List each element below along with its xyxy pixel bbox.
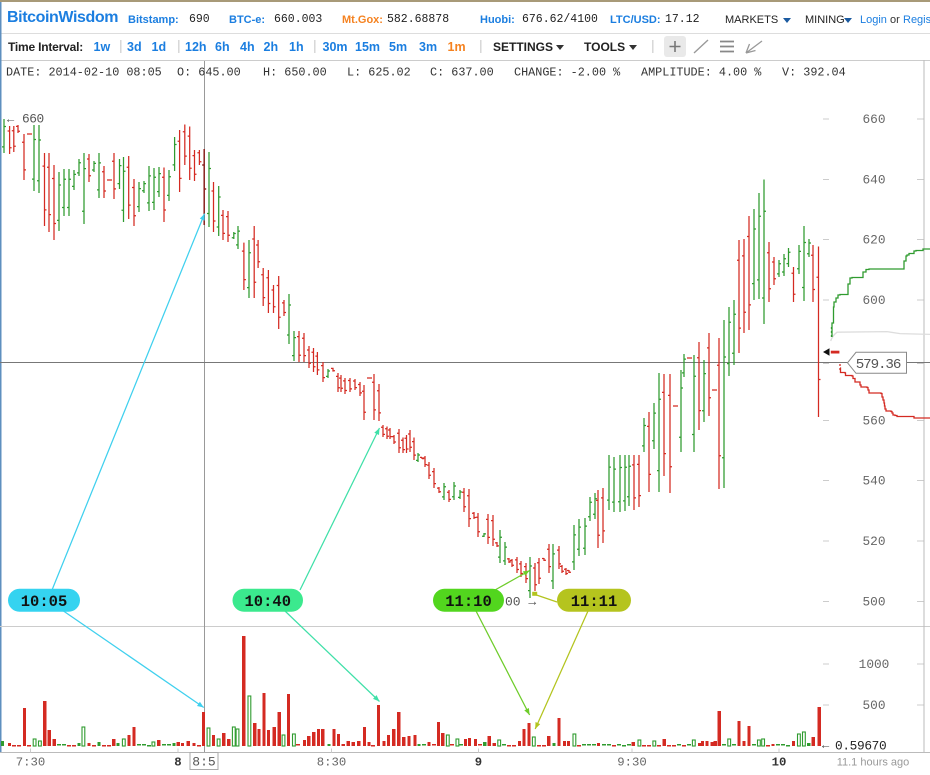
svg-text:8: 8 [174, 756, 181, 770]
svg-text:560: 560 [862, 413, 885, 428]
svg-text:10: 10 [772, 756, 787, 770]
svg-text:579.36: 579.36 [856, 357, 901, 373]
svg-text:8:5: 8:5 [192, 755, 215, 770]
svg-text:9: 9 [475, 756, 482, 770]
svg-text:11:10: 11:10 [445, 593, 492, 611]
svg-text:DATE: 2014-02-10 08:05: DATE: 2014-02-10 08:05 [6, 66, 162, 80]
svg-text:660: 660 [22, 112, 44, 127]
svg-text:8:30: 8:30 [317, 756, 347, 770]
svg-text:0.59670: 0.59670 [835, 739, 886, 754]
svg-text:600: 600 [862, 293, 885, 308]
svg-text:V: 392.04: V: 392.04 [782, 66, 846, 80]
svg-text:10:05: 10:05 [21, 593, 68, 611]
svg-text:11:11: 11:11 [571, 593, 618, 611]
svg-text:CHANGE: -2.00 %: CHANGE: -2.00 % [514, 66, 621, 80]
svg-text:9:30: 9:30 [617, 756, 647, 770]
svg-text:AMPLITUDE: 4.00 %: AMPLITUDE: 4.00 % [641, 66, 762, 80]
svg-text:1000: 1000 [859, 657, 890, 672]
svg-text:640: 640 [862, 172, 885, 187]
svg-text:620: 620 [862, 233, 885, 248]
svg-text:520: 520 [862, 534, 885, 549]
svg-text:11.1 hours ago: 11.1 hours ago [837, 757, 910, 769]
svg-text:7:30: 7:30 [16, 756, 46, 770]
svg-text:←: ← [7, 113, 15, 127]
svg-text:500: 500 [862, 594, 885, 609]
svg-text:←: ← [822, 739, 830, 753]
svg-text:540: 540 [862, 474, 885, 489]
svg-text:L: 625.02: L: 625.02 [347, 66, 411, 80]
svg-text:O: 645.00: O: 645.00 [177, 66, 241, 80]
svg-text:00 →: 00 → [505, 595, 536, 610]
svg-text:10:40: 10:40 [244, 593, 291, 611]
svg-text:C: 637.00: C: 637.00 [430, 66, 494, 80]
svg-text:660: 660 [862, 112, 885, 127]
svg-text:500: 500 [862, 698, 885, 713]
svg-text:H: 650.00: H: 650.00 [263, 66, 327, 80]
